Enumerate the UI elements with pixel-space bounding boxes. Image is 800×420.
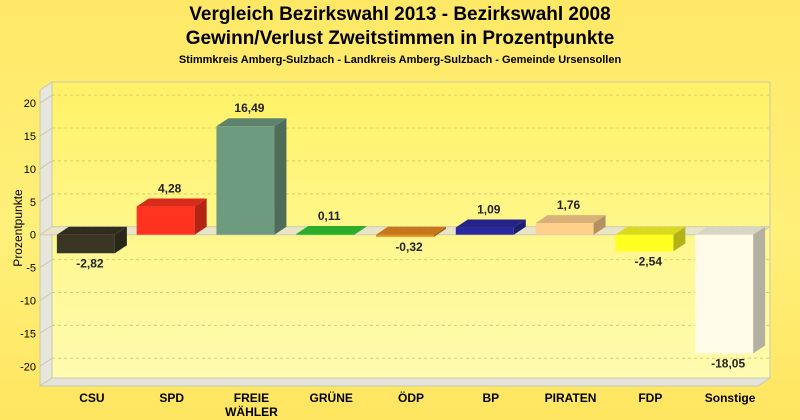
bar-top — [535, 215, 606, 224]
bar-front — [216, 126, 275, 235]
x-tick-label: WÄHLER — [225, 404, 278, 419]
value-label: 16,49 — [234, 101, 264, 115]
bar-front — [56, 234, 115, 254]
bar-ödp — [376, 226, 446, 237]
bar-csu — [56, 226, 127, 254]
x-tick-label: BP — [482, 391, 499, 405]
bar-top — [296, 225, 367, 234]
chart-title-line1: Vergleich Bezirkswahl 2013 - Bezirkswahl… — [189, 4, 611, 25]
plot-floor — [38, 377, 772, 387]
bar-side — [194, 198, 207, 235]
bar-spd — [136, 198, 207, 235]
y-axis-label: Prozentpunkte — [11, 189, 25, 267]
x-tick-label: SPD — [159, 391, 184, 405]
bar-front — [615, 234, 674, 252]
bar-side — [354, 225, 367, 235]
x-tick-label: FDP — [638, 391, 662, 405]
bar-fdp — [615, 226, 686, 252]
y-tick-label: -20 — [20, 361, 36, 373]
bar-side — [673, 226, 686, 252]
gridline-wall — [39, 160, 53, 170]
value-label: -0,32 — [395, 240, 423, 254]
x-tick-label: PIRATEN — [545, 391, 597, 405]
gridline-wall — [39, 292, 53, 301]
y-tick-label: -15 — [20, 328, 36, 340]
bar-top — [455, 219, 526, 228]
y-tick-label: 15 — [24, 131, 36, 143]
gridline-wall — [39, 127, 53, 137]
gridline-wall — [39, 324, 53, 334]
x-tick-label: Sonstige — [705, 391, 756, 405]
x-tick-label: FREIE — [234, 391, 269, 405]
x-tick-label: GRÜNE — [310, 390, 353, 405]
chart-subtitle: Stimmkreis Amberg-Sulzbach - Landkreis A… — [178, 54, 622, 66]
x-tick-label: CSU — [79, 391, 104, 405]
bar-front — [296, 233, 355, 235]
bar-grüne — [296, 225, 367, 235]
bar-sonstige — [695, 226, 766, 354]
value-label: -2,82 — [76, 256, 104, 270]
y-tick-label: 10 — [24, 164, 36, 176]
bar-top — [56, 226, 127, 235]
y-tick-label: 20 — [24, 98, 36, 110]
value-label: -18,05 — [711, 356, 745, 370]
value-label: -2,54 — [635, 254, 663, 268]
gridline-wall — [39, 357, 53, 367]
bar-top — [695, 226, 766, 235]
value-label: 0,11 — [318, 209, 341, 223]
chart-title-line2: Gewinn/Verlust Zweitstimmen in Prozentpu… — [185, 28, 615, 49]
bar-freie-wähler — [216, 118, 287, 235]
value-label: 4,28 — [158, 182, 182, 196]
bar-top — [136, 198, 207, 207]
bar-top — [376, 226, 446, 235]
bar-piraten — [535, 215, 606, 235]
gridline-wall — [39, 94, 53, 104]
bar-side — [513, 219, 526, 235]
bar-bp — [455, 219, 526, 235]
bar-side — [434, 226, 446, 237]
bar-side — [593, 215, 606, 235]
bar-front — [535, 223, 594, 235]
bar-side — [753, 226, 766, 354]
bar-top — [216, 118, 287, 127]
y-tick-label: -5 — [26, 263, 36, 275]
y-tick-label: 0 — [30, 230, 36, 242]
gridline-wall — [39, 193, 53, 203]
bar-side — [114, 226, 127, 254]
y-tick-label: -10 — [20, 295, 36, 307]
bar-front — [376, 234, 434, 237]
bar-top — [615, 226, 686, 235]
value-label: 1,76 — [557, 198, 581, 212]
value-label: 1,09 — [477, 203, 501, 217]
bar-front — [455, 227, 514, 235]
bar-front — [136, 206, 195, 235]
bar-front — [695, 234, 754, 354]
gridline-wall — [39, 259, 53, 269]
bar-side — [274, 118, 287, 235]
y-tick-label: 5 — [30, 197, 36, 209]
x-tick-label: ÖDP — [398, 390, 424, 405]
